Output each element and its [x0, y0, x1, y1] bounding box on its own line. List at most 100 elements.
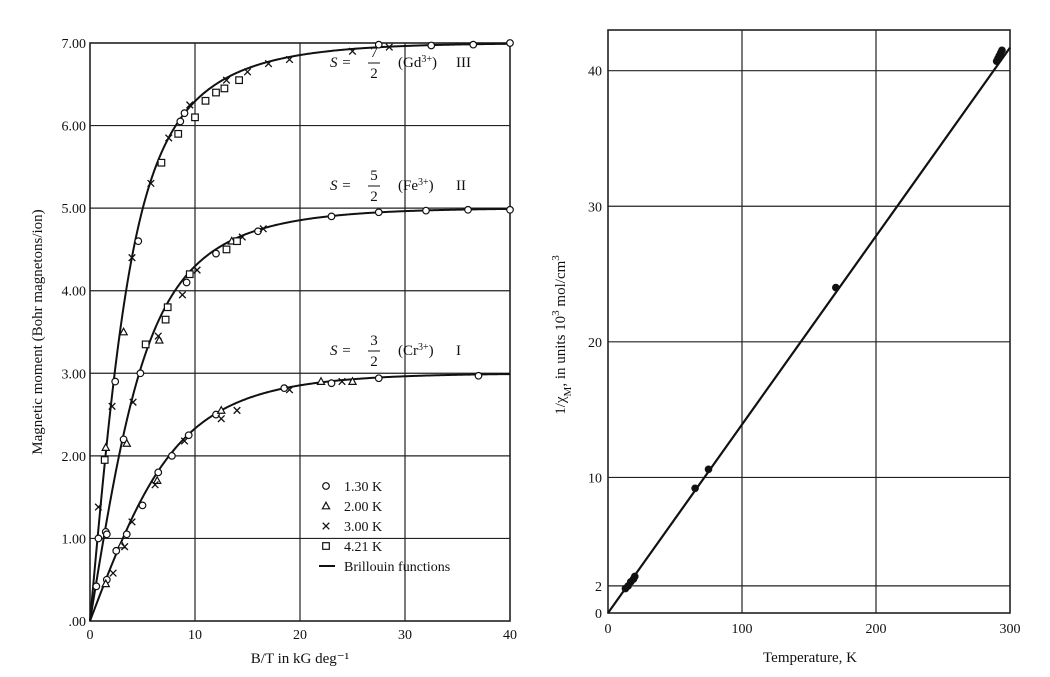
data-point-circle: [374, 40, 383, 49]
data-point-square: [174, 129, 183, 138]
right-grid: [608, 30, 1010, 613]
data-point-square: [163, 303, 172, 312]
data-point-circle: [184, 431, 193, 440]
ion-close: ): [432, 55, 437, 71]
ion-charge: 3+: [418, 342, 429, 353]
data-point-circle: [134, 237, 143, 246]
data-point-cross: [120, 542, 129, 551]
data-point-triangle: [347, 376, 358, 385]
ion-label: (Fe3+): [398, 177, 434, 195]
spin-label: S =: [330, 343, 351, 359]
ion-charge: 3+: [421, 54, 432, 65]
left-x-tick-labels: 0 10 20 30 40: [87, 628, 518, 643]
data-point-cross: [243, 68, 252, 76]
data-point-circle: [92, 582, 101, 591]
left-grid: [90, 43, 510, 621]
data-point-cross: [109, 569, 117, 577]
right-x-tick-label: 300: [1000, 622, 1021, 637]
right-y-tick-label: 10: [588, 471, 602, 486]
spin-denominator: 2: [370, 66, 378, 82]
curve-roman-numeral: II: [456, 178, 466, 194]
left-y-axis-label: Magnetic moment (Bohr magnetons/ion): [30, 209, 46, 454]
left-y-tick-labels: .00 1.00 2.00 3.00 4.00 5.00 6.00 7.00: [62, 37, 87, 630]
ion-symbol: (Cr: [398, 343, 418, 359]
data-point-cross: [217, 414, 226, 423]
data-point-circle: [136, 369, 145, 378]
data-point-cross: [164, 134, 173, 142]
data-point-cross: [264, 59, 273, 68]
fit-line: [607, 46, 1011, 614]
data-point-cross: [147, 179, 155, 188]
brillouin-curve-II: [89, 207, 511, 622]
data-point: [691, 484, 699, 493]
data-point-cross: [222, 76, 231, 84]
spin-denominator: 2: [370, 354, 378, 370]
right-y-tick-label: 20: [588, 336, 602, 351]
left-x-tick-label: 10: [188, 628, 202, 643]
data-point-circle: [111, 377, 120, 386]
data-point-circle: [506, 39, 514, 47]
data-point-cross: [185, 101, 194, 109]
data-point-cross: [348, 47, 357, 56]
data-point-cross: [233, 406, 241, 415]
data-point-triangle: [118, 326, 129, 336]
data-point-circle: [212, 249, 220, 258]
left-x-tick-label: 20: [293, 628, 307, 643]
right-y-tick-labels: 0 2 10 20 30 40: [588, 65, 602, 622]
right-x-tick-label: 0: [605, 622, 612, 637]
right-y-axis-label: 1/χM, in units 103 mol/cm3: [550, 255, 574, 415]
left-y-tick-label: 2.00: [62, 450, 87, 465]
data-point-cross: [385, 43, 394, 51]
left-plot-frame: [89, 42, 511, 622]
right-fit-line: [607, 46, 1011, 614]
left-y-tick-label: 6.00: [62, 120, 87, 135]
left-y-tick-label: 7.00: [62, 37, 87, 52]
data-point-triangle: [101, 442, 111, 451]
data-point-circle: [102, 530, 111, 539]
right-x-axis-label: Temperature, K: [763, 650, 857, 666]
right-plot-frame: [607, 29, 1011, 614]
data-point-square: [201, 96, 210, 105]
data-point-circle: [374, 208, 383, 217]
data-point-cross: [94, 503, 103, 511]
ion-symbol: (Fe: [398, 178, 418, 194]
left-x-tick-label: 0: [87, 628, 94, 643]
left-x-tick-label: 30: [398, 628, 412, 643]
data-point-cross: [154, 332, 163, 340]
legend-label: 4.21 K: [344, 540, 382, 555]
data-point-circle: [469, 40, 478, 49]
brillouin-curve-III: [89, 42, 511, 622]
data-point-triangle: [316, 376, 326, 385]
data-point-cross: [178, 291, 187, 299]
data-point-circle: [374, 374, 383, 383]
data-point-triangle: [216, 405, 226, 414]
ion-label: (Gd3+): [398, 54, 437, 72]
data-point-cross: [151, 480, 159, 489]
legend-marker-triangle: [321, 500, 331, 510]
right-x-tick-labels: 0 100 200 300: [605, 622, 1021, 637]
data-point-circle: [112, 546, 121, 555]
data-point-cross: [128, 518, 136, 526]
spin-denominator: 2: [370, 189, 378, 205]
legend: 1.30 K 2.00 K 3.00 K 4.21 K Brillouin functi…: [319, 480, 450, 575]
data-point-circle: [167, 451, 176, 460]
data-point-cross: [193, 266, 201, 274]
data-point-circle: [94, 534, 103, 543]
legend-label: Brillouin functions: [344, 560, 450, 575]
spin-numerator: 3: [370, 333, 378, 349]
data-point-square: [100, 456, 109, 464]
data-point-square: [185, 270, 194, 279]
left-y-tick-label: .00: [69, 615, 87, 630]
data-point-square: [222, 245, 231, 254]
data-point-circle: [506, 205, 514, 214]
data-point-circle: [182, 278, 191, 287]
magnetization-chart: 0 10 20 30 40 .001.002.003.004.005.006.007.0…: [30, 37, 517, 667]
data-point: [704, 465, 713, 474]
data-point-circle: [122, 530, 131, 539]
legend-label: 3.00 K: [344, 520, 382, 535]
data-point-circle: [464, 205, 472, 214]
data-point: [631, 572, 639, 581]
data-point-square: [235, 76, 244, 85]
